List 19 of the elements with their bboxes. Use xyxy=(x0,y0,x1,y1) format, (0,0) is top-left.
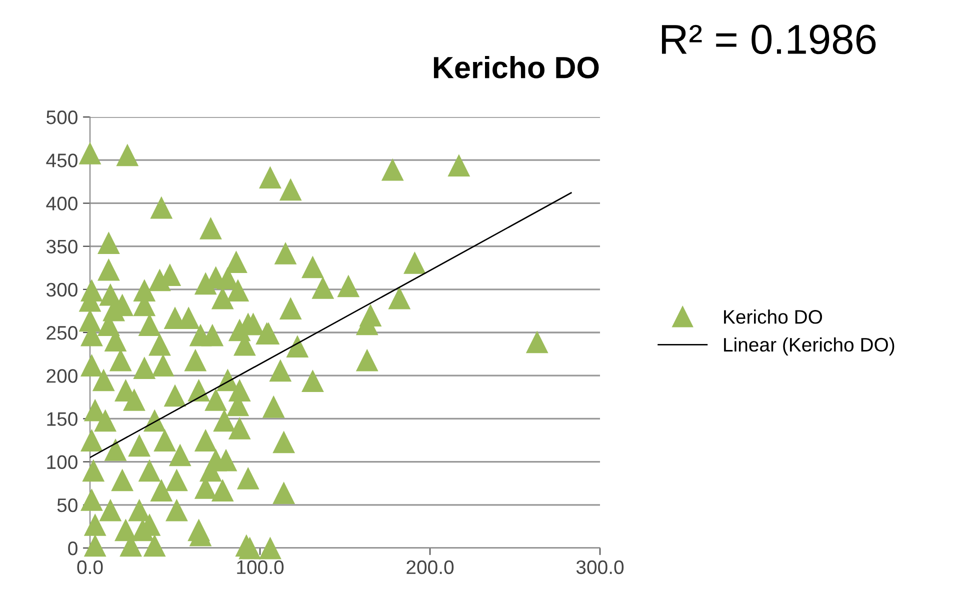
y-tick-label: 400 xyxy=(46,196,78,210)
y-tick-label: 350 xyxy=(46,240,78,254)
legend-label: Linear (Kericho DO) xyxy=(724,337,894,356)
y-tick-label: 200 xyxy=(46,369,78,383)
x-tick-label: 300.0 xyxy=(576,560,624,574)
y-tick-label: 250 xyxy=(46,326,78,340)
chart-title: Kericho DO xyxy=(434,56,599,78)
x-tick-label: 0.0 xyxy=(77,560,103,574)
x-tick-label: 100.0 xyxy=(237,560,284,574)
legend-label: Kericho DO xyxy=(724,310,822,324)
text: R² = 0.1986 xyxy=(662,24,876,54)
y-tick-label: 300 xyxy=(46,282,78,297)
x-tick-label: 200.0 xyxy=(406,560,454,574)
y-tick-label: 150 xyxy=(47,412,78,426)
y-tick-label: 500 xyxy=(46,110,78,124)
y-tick-label: 100 xyxy=(47,455,78,470)
y-tick-label: 0 xyxy=(68,541,78,556)
y-tick-label: 50 xyxy=(57,498,78,512)
y-tick-label: 450 xyxy=(46,154,78,168)
